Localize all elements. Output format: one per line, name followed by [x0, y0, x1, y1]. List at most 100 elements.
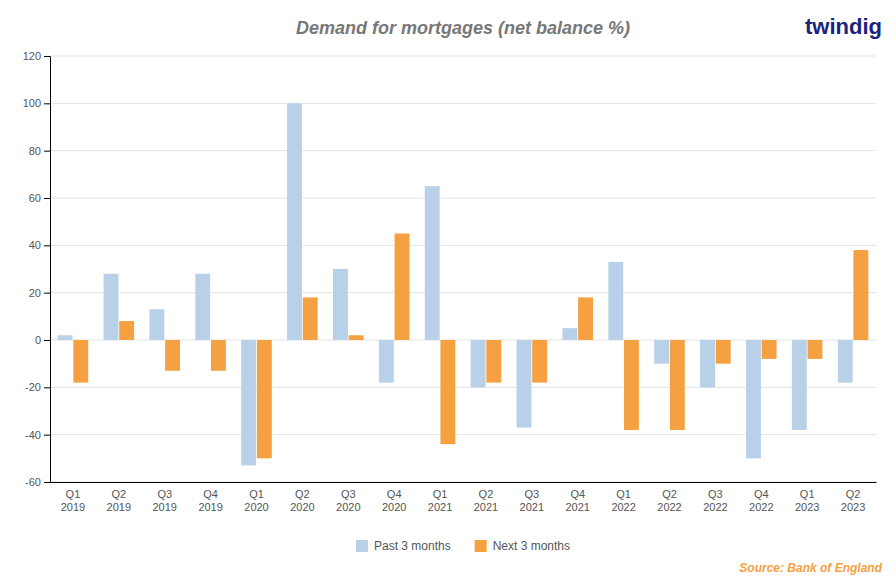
bar: [716, 340, 731, 364]
x-tick: Q22021: [474, 488, 498, 513]
bar: [211, 340, 226, 371]
y-tick-mark: [44, 198, 50, 199]
y-tick-label: 40: [29, 239, 41, 251]
bar: [792, 340, 807, 430]
y-tick-mark: [44, 293, 50, 294]
legend: Past 3 months Next 3 months: [356, 539, 570, 553]
x-tick-label: Q12023: [795, 488, 819, 513]
bar: [486, 340, 501, 383]
bar: [762, 340, 777, 359]
x-tick: Q42020: [382, 488, 406, 513]
bar: [700, 340, 715, 387]
y-tick-mark: [44, 435, 50, 436]
bar: [471, 340, 486, 387]
x-tick: Q42019: [198, 488, 222, 513]
grid-line: [50, 292, 876, 293]
bar: [287, 103, 302, 340]
x-tick-label: Q42019: [198, 488, 222, 513]
y-tick: 0: [35, 334, 50, 346]
y-tick-label: 20: [29, 287, 41, 299]
bar: [104, 274, 119, 340]
x-axis: Q12019Q22019Q32019Q42019Q12020Q22020Q320…: [51, 483, 877, 514]
y-tick-mark: [44, 151, 50, 152]
x-tick: Q42021: [565, 488, 589, 513]
bar: [73, 340, 88, 383]
bar: [624, 340, 639, 430]
x-tick-label: Q32019: [152, 488, 176, 513]
bar: [425, 186, 440, 340]
x-tick: Q32021: [520, 488, 544, 513]
bar: [517, 340, 532, 428]
bar: [808, 340, 823, 359]
x-tick: Q32020: [336, 488, 360, 513]
y-tick: 100: [23, 97, 50, 109]
bar: [746, 340, 761, 458]
y-tick-label: -40: [25, 429, 41, 441]
legend-label: Next 3 months: [493, 539, 570, 553]
y-tick-label: -20: [25, 381, 41, 393]
bars: [58, 103, 869, 465]
bar: [241, 340, 256, 465]
x-tick: Q22019: [107, 488, 131, 513]
x-tick-label: Q32021: [520, 488, 544, 513]
y-tick-label: 0: [35, 334, 41, 346]
bar: [165, 340, 180, 371]
x-tick: Q12019: [61, 488, 85, 513]
x-tick: Q12021: [428, 488, 452, 513]
y-tick: -40: [25, 429, 50, 441]
y-axis-line: [44, 57, 51, 483]
x-tick-label: Q42020: [382, 488, 406, 513]
legend-item: Next 3 months: [475, 539, 570, 553]
grid-line: [50, 103, 876, 104]
bar-series: [58, 103, 853, 465]
y-tick-label: 60: [29, 192, 41, 204]
legend-swatch: [475, 540, 487, 552]
chart: -60 -40 -20 0 20 40 60 80 100 120 Q12019 Q22019 Q320…: [0, 0, 896, 582]
y-tick-label: 120: [23, 50, 41, 62]
title: Demand for mortgages (net balance %): [296, 18, 630, 38]
y-tick: -20: [25, 381, 50, 393]
bar: [440, 340, 455, 444]
bar: [395, 234, 410, 341]
bar: [257, 340, 272, 458]
x-axis-line: [51, 482, 877, 483]
y-tick-mark: [44, 482, 50, 483]
x-tick: Q12023: [795, 488, 819, 513]
bar: [195, 274, 210, 340]
x-tick-label: Q42022: [749, 488, 773, 513]
bar: [578, 297, 593, 340]
grid-line: [50, 150, 876, 151]
x-tick: Q12020: [244, 488, 268, 513]
bar: [58, 335, 73, 340]
bar-series: [73, 234, 868, 459]
bar: [670, 340, 685, 430]
x-tick-label: Q12021: [428, 488, 452, 513]
source-note: Source: Bank of England: [739, 561, 882, 575]
y-tick: -60: [25, 476, 50, 488]
y-tick: 120: [23, 50, 50, 62]
bar: [532, 340, 547, 383]
y-tick: 40: [29, 239, 50, 251]
x-tick-label: Q32020: [336, 488, 360, 513]
y-axis: -60 -40 -20 0 20 40 60 80 100 120: [23, 50, 51, 488]
y-tick-mark: [44, 245, 50, 246]
y-tick-mark: [44, 387, 50, 388]
x-tick: Q42022: [749, 488, 773, 513]
legend-label: Past 3 months: [374, 539, 451, 553]
y-tick-mark: [44, 56, 50, 57]
x-tick-label: Q12019: [61, 488, 85, 513]
x-tick-label: Q22021: [474, 488, 498, 513]
bar: [149, 309, 164, 340]
x-tick-label: Q32022: [703, 488, 727, 513]
bar: [349, 335, 364, 340]
grid-line: [50, 245, 876, 246]
bar: [333, 269, 348, 340]
y-tick-label: 80: [29, 145, 41, 157]
logo: twindig: [805, 14, 882, 39]
bar: [838, 340, 853, 383]
y-tick-mark: [44, 340, 50, 341]
y-tick: 60: [29, 192, 50, 204]
grid-line: [50, 198, 876, 199]
x-tick-label: Q22019: [107, 488, 131, 513]
bar: [654, 340, 669, 364]
